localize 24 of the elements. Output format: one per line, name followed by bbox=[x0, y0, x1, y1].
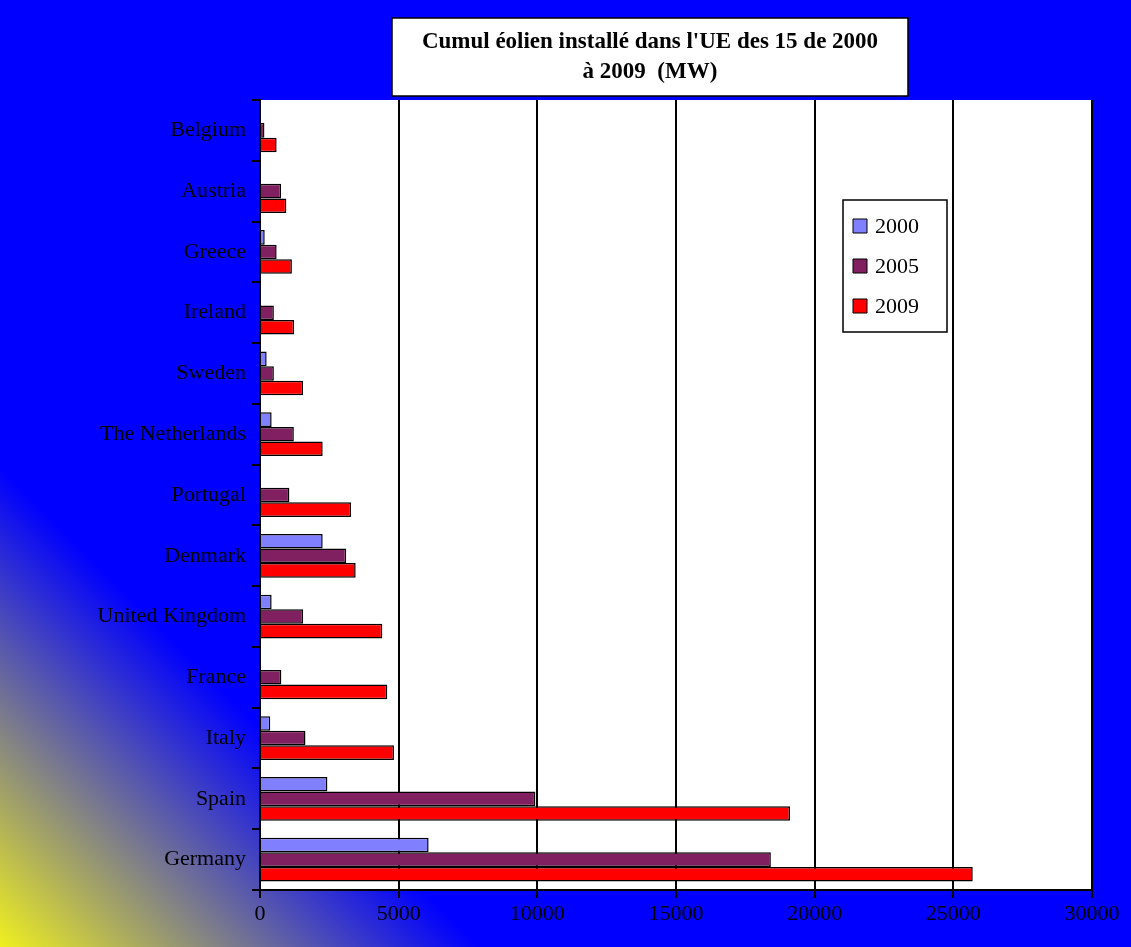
legend-label: 2000 bbox=[875, 212, 919, 238]
legend-label: 2005 bbox=[875, 252, 919, 278]
legend-label: 2009 bbox=[875, 292, 919, 318]
y-tick-label: Denmark bbox=[164, 541, 246, 567]
chart-title: Cumul éolien installé dans l'UE des 15 de 2000 à 2009 (MW) bbox=[421, 27, 879, 83]
x-tick-label: 30000 bbox=[1064, 899, 1120, 925]
x-tick-label: 15000 bbox=[648, 899, 704, 925]
y-tick-label: Greece bbox=[183, 237, 246, 263]
y-tick-label: Italy bbox=[205, 723, 246, 749]
x-tick-label: 10000 bbox=[509, 899, 565, 925]
y-tick-label: France bbox=[186, 663, 246, 689]
x-tick-label: 0 bbox=[254, 899, 266, 925]
y-tick-label: Portugal bbox=[171, 480, 246, 506]
y-tick-label: Spain bbox=[195, 784, 246, 810]
x-tick-label: 20000 bbox=[787, 899, 843, 925]
x-tick-label: 25000 bbox=[925, 899, 981, 925]
y-tick-label: Sweden bbox=[176, 359, 246, 385]
y-tick-label: Belgium bbox=[170, 116, 246, 142]
y-tick-label: Ireland bbox=[183, 298, 246, 324]
y-tick-label: The Netherlands bbox=[100, 420, 246, 446]
y-tick-label: Austria bbox=[181, 176, 247, 202]
y-tick-label: Germany bbox=[164, 845, 246, 871]
x-tick-label: 5000 bbox=[376, 899, 421, 925]
y-tick-label: United Kingdom bbox=[97, 602, 246, 628]
